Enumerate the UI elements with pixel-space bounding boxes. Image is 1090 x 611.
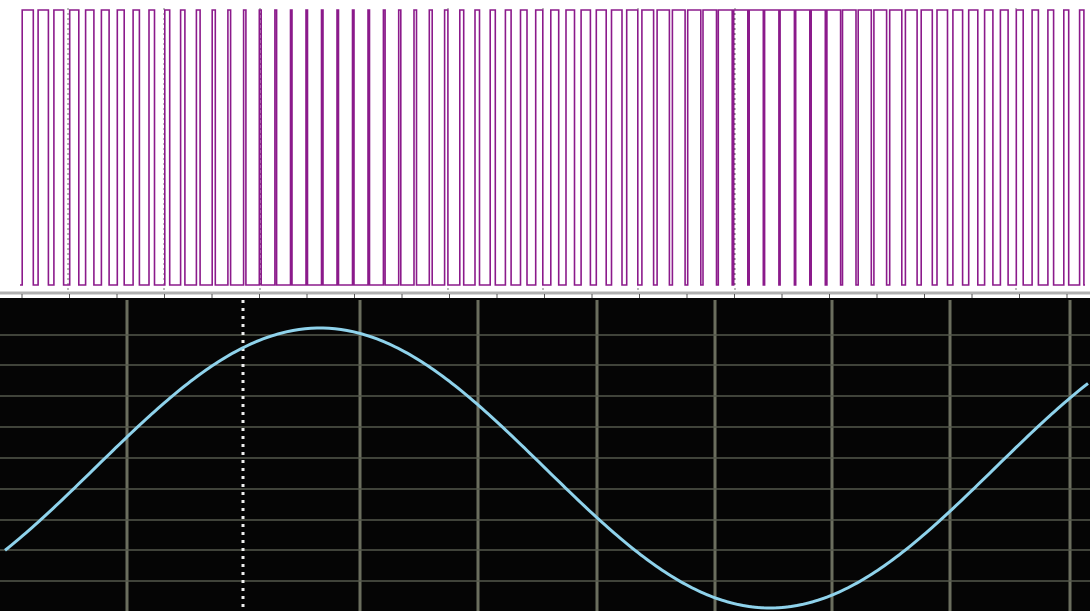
sine-panel — [0, 298, 1090, 611]
page: (() => { const NS = 'http://www.w3.org/2… — [0, 0, 1090, 611]
oscilloscope-screenshot — [0, 0, 1090, 611]
